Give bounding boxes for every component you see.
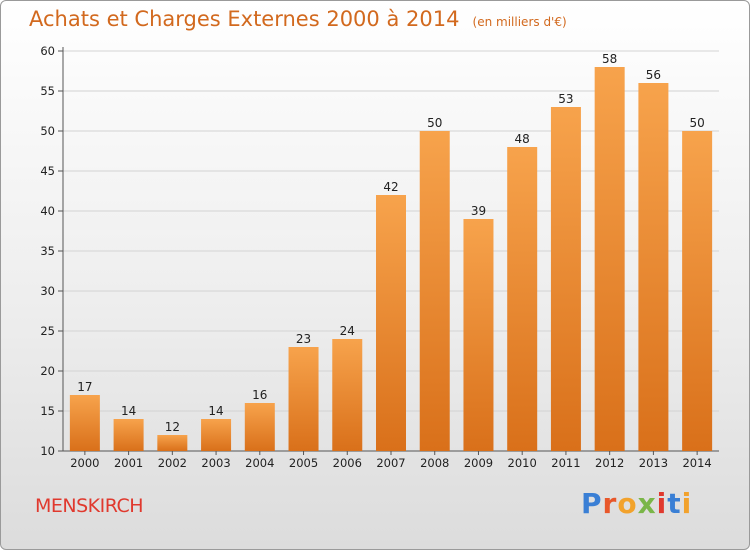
- bar: [682, 131, 713, 451]
- y-tick-label: 15: [40, 404, 55, 418]
- bar-value-label: 16: [252, 388, 267, 402]
- bar-value-label: 39: [471, 204, 486, 218]
- y-tick-label: 50: [40, 124, 55, 138]
- y-tick-label: 35: [40, 244, 55, 258]
- y-tick-label: 30: [40, 284, 55, 298]
- logo-letter: o: [617, 487, 638, 520]
- bar-value-label: 42: [383, 180, 398, 194]
- chart-unit: (en milliers d'€): [472, 15, 567, 29]
- x-tick-label: 2009: [464, 456, 493, 470]
- logo-letter: r: [602, 487, 618, 520]
- bar: [550, 107, 581, 451]
- bar-value-label: 12: [165, 420, 180, 434]
- chart-title: Achats et Charges Externes 2000 à 2014 (…: [29, 7, 567, 31]
- x-tick-label: 2004: [245, 456, 274, 470]
- chart-title-text: Achats et Charges Externes 2000 à 2014: [29, 7, 460, 31]
- x-tick-label: 2008: [420, 456, 449, 470]
- bar-value-label: 56: [646, 68, 661, 82]
- bar-value-label: 14: [208, 404, 223, 418]
- x-tick-label: 2012: [595, 456, 624, 470]
- bar-value-label: 50: [689, 116, 704, 130]
- logo-letter: i: [681, 487, 693, 520]
- y-tick-label: 45: [40, 164, 55, 178]
- x-tick-label: 2011: [551, 456, 580, 470]
- bar: [332, 339, 363, 451]
- logo-letter: i: [656, 487, 668, 520]
- y-tick-label: 10: [40, 444, 55, 458]
- y-tick-label: 25: [40, 324, 55, 338]
- bar-value-label: 50: [427, 116, 442, 130]
- bar: [419, 131, 450, 451]
- x-tick-label: 2010: [508, 456, 537, 470]
- y-tick-label: 20: [40, 364, 55, 378]
- bar: [288, 347, 319, 451]
- bar: [69, 395, 100, 451]
- logo-letter: P: [581, 487, 603, 520]
- y-tick-label: 55: [40, 84, 55, 98]
- x-tick-label: 2013: [639, 456, 668, 470]
- x-tick-label: 2007: [376, 456, 405, 470]
- bar-value-label: 53: [558, 92, 573, 106]
- bar: [638, 83, 669, 451]
- bar-value-label: 23: [296, 332, 311, 346]
- proxiti-logo: Proxiti: [581, 487, 692, 520]
- bar-value-label: 24: [340, 324, 355, 338]
- x-tick-label: 2001: [114, 456, 143, 470]
- x-tick-label: 2003: [201, 456, 230, 470]
- bar: [507, 147, 538, 451]
- logo-letter: x: [637, 487, 657, 520]
- commune-name: MENSKIRCH: [35, 495, 144, 517]
- x-tick-label: 2005: [289, 456, 318, 470]
- x-tick-label: 2000: [70, 456, 99, 470]
- x-tick-label: 2006: [333, 456, 362, 470]
- bar: [244, 403, 275, 451]
- bar: [463, 219, 494, 451]
- y-tick-label: 60: [40, 44, 55, 58]
- bar: [594, 67, 625, 451]
- bar: [113, 419, 144, 451]
- bar-value-label: 14: [121, 404, 136, 418]
- bar: [376, 195, 406, 451]
- y-tick-label: 40: [40, 204, 55, 218]
- bar-value-label: 48: [515, 132, 530, 146]
- logo-letter: t: [667, 487, 682, 520]
- bar-value-label: 17: [77, 380, 92, 394]
- x-tick-label: 2002: [158, 456, 187, 470]
- bar: [201, 419, 232, 451]
- bar: [157, 435, 188, 451]
- bar-value-label: 58: [602, 52, 617, 66]
- x-tick-label: 2014: [682, 456, 711, 470]
